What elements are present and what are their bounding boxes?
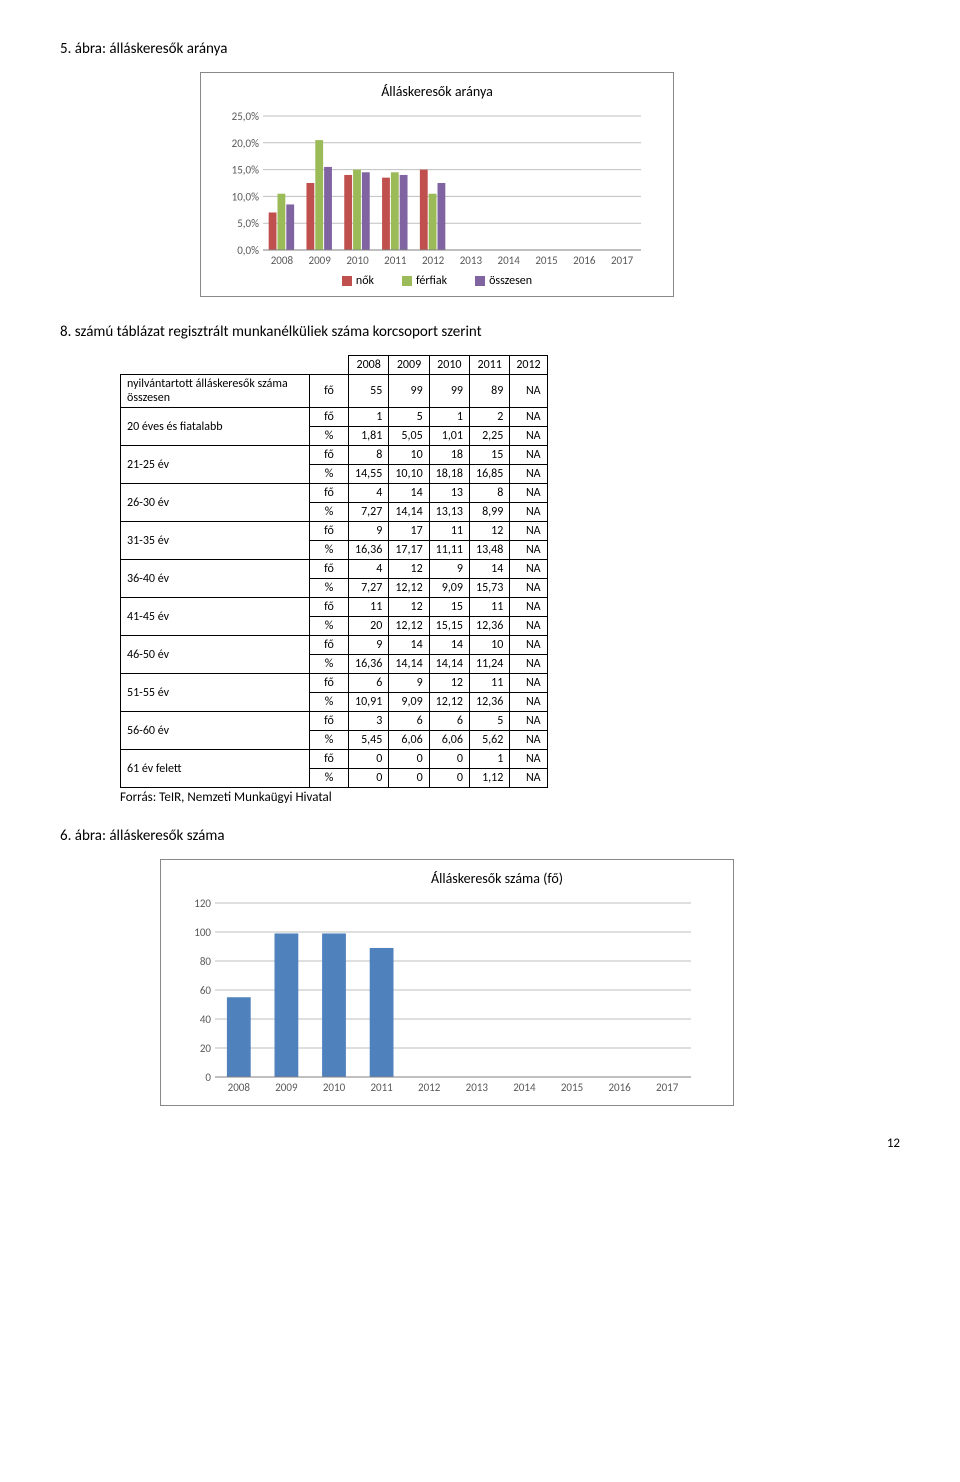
row-label: 20 éves és fiatalabb: [121, 408, 310, 446]
table-row: 21-25 évfő8101815NA: [121, 446, 548, 465]
row-label: 46-50 év: [121, 636, 310, 674]
svg-text:120: 120: [194, 897, 211, 910]
legend-label: összesen: [489, 274, 532, 288]
svg-text:2010: 2010: [346, 254, 369, 267]
svg-text:2011: 2011: [370, 1081, 393, 1094]
col-header: 2009: [389, 356, 429, 375]
svg-text:2008: 2008: [271, 254, 294, 267]
chart2-section-title: 6. ábra: álláskeresők száma: [60, 827, 900, 845]
legend-swatch: [342, 276, 352, 286]
row-label: 41-45 év: [121, 598, 310, 636]
page-number: 12: [60, 1136, 900, 1151]
legend-label: nők: [356, 274, 374, 288]
row-label: 21-25 év: [121, 446, 310, 484]
table-row: 56-60 évfő3665NA: [121, 712, 548, 731]
table-row: 36-40 évfő412914NA: [121, 560, 548, 579]
table-row: 31-35 évfő9171112NA: [121, 522, 548, 541]
table-row: 61 év felettfő0001NA: [121, 750, 548, 769]
svg-text:60: 60: [200, 984, 212, 997]
row-label: 51-55 év: [121, 674, 310, 712]
table-row: 46-50 évfő9141410NA: [121, 636, 548, 655]
row-label: 31-35 év: [121, 522, 310, 560]
source-text: Forrás: TeIR, Nemzeti Munkaügyi Hivatal: [120, 790, 900, 805]
svg-text:2017: 2017: [611, 254, 634, 267]
age-group-table: 20082009201020112012nyilvántartott állás…: [120, 355, 548, 788]
table-section-title: 8. számú táblázat regisztrált munkanélkü…: [60, 323, 900, 341]
svg-text:2013: 2013: [466, 1081, 489, 1094]
row-label: 61 év felett: [121, 750, 310, 788]
row-label: nyilvántartott álláskeresők száma összes…: [121, 375, 310, 408]
svg-text:0: 0: [205, 1071, 211, 1084]
legend-swatch: [475, 276, 485, 286]
svg-text:2014: 2014: [513, 1081, 536, 1094]
chart1-title: Álláskeresők aránya: [217, 83, 657, 100]
table-row: 20082009201020112012: [121, 356, 548, 375]
svg-text:2012: 2012: [422, 254, 445, 267]
chart1-svg: 0,0% 5,0% 10,0% 15,0% 20,0% 25,0% 2008 2009 2010…: [217, 110, 647, 270]
legend-label: férfiak: [416, 274, 447, 288]
col-header: 2011: [469, 356, 509, 375]
svg-text:20,0%: 20,0%: [232, 137, 259, 150]
row-label: 56-60 év: [121, 712, 310, 750]
svg-text:2008: 2008: [228, 1081, 251, 1094]
svg-text:2011: 2011: [384, 254, 407, 267]
svg-text:2015: 2015: [561, 1081, 583, 1094]
chart2-container: Álláskeresők száma (fő) 0 20 40 60 80 100 120 2…: [160, 859, 734, 1106]
col-header: 2012: [510, 356, 547, 375]
svg-text:2014: 2014: [498, 254, 521, 267]
svg-text:0,0%: 0,0%: [237, 244, 259, 257]
legend-swatch: [402, 276, 412, 286]
svg-text:10,0%: 10,0%: [232, 190, 259, 203]
chart1-legend: nők férfiak összesen: [217, 274, 657, 288]
row-label: 26-30 év: [121, 484, 310, 522]
svg-text:2009: 2009: [309, 254, 332, 267]
svg-text:2009: 2009: [275, 1081, 298, 1094]
chart1-section-title: 5. ábra: álláskeresők aránya: [60, 40, 900, 58]
table-row: 20 éves és fiatalabbfő1512NA: [121, 408, 548, 427]
table-row: 41-45 évfő11121511NA: [121, 598, 548, 617]
svg-text:2017: 2017: [656, 1081, 679, 1094]
svg-text:5,0%: 5,0%: [237, 217, 259, 230]
svg-text:80: 80: [200, 955, 212, 968]
chart2-title: Álláskeresők száma (fő): [177, 870, 717, 887]
svg-text:2015: 2015: [535, 254, 557, 267]
chart2-svg: 0 20 40 60 80 100 120 2008 2009 2010 2011 2012 2013 2…: [177, 897, 697, 1097]
legend-item: férfiak: [402, 274, 447, 288]
svg-text:2016: 2016: [573, 254, 596, 267]
svg-text:25,0%: 25,0%: [232, 110, 259, 123]
svg-text:2010: 2010: [323, 1081, 346, 1094]
svg-text:15,0%: 15,0%: [232, 164, 259, 177]
svg-text:2013: 2013: [460, 254, 483, 267]
table-row: nyilvántartott álláskeresők száma összes…: [121, 375, 548, 408]
table-row: 51-55 évfő691211NA: [121, 674, 548, 693]
svg-text:2016: 2016: [608, 1081, 631, 1094]
table-row: 26-30 évfő414138NA: [121, 484, 548, 503]
svg-text:100: 100: [194, 926, 211, 939]
svg-text:20: 20: [200, 1042, 212, 1055]
legend-item: összesen: [475, 274, 532, 288]
legend-item: nők: [342, 274, 374, 288]
chart1-container: Álláskeresők aránya 0,0% 5,0% 10,0% 15,0% 20…: [200, 72, 674, 297]
col-header: 2010: [429, 356, 469, 375]
col-header: 2008: [349, 356, 389, 375]
svg-text:2012: 2012: [418, 1081, 441, 1094]
row-label: 36-40 év: [121, 560, 310, 598]
svg-text:40: 40: [200, 1013, 212, 1026]
